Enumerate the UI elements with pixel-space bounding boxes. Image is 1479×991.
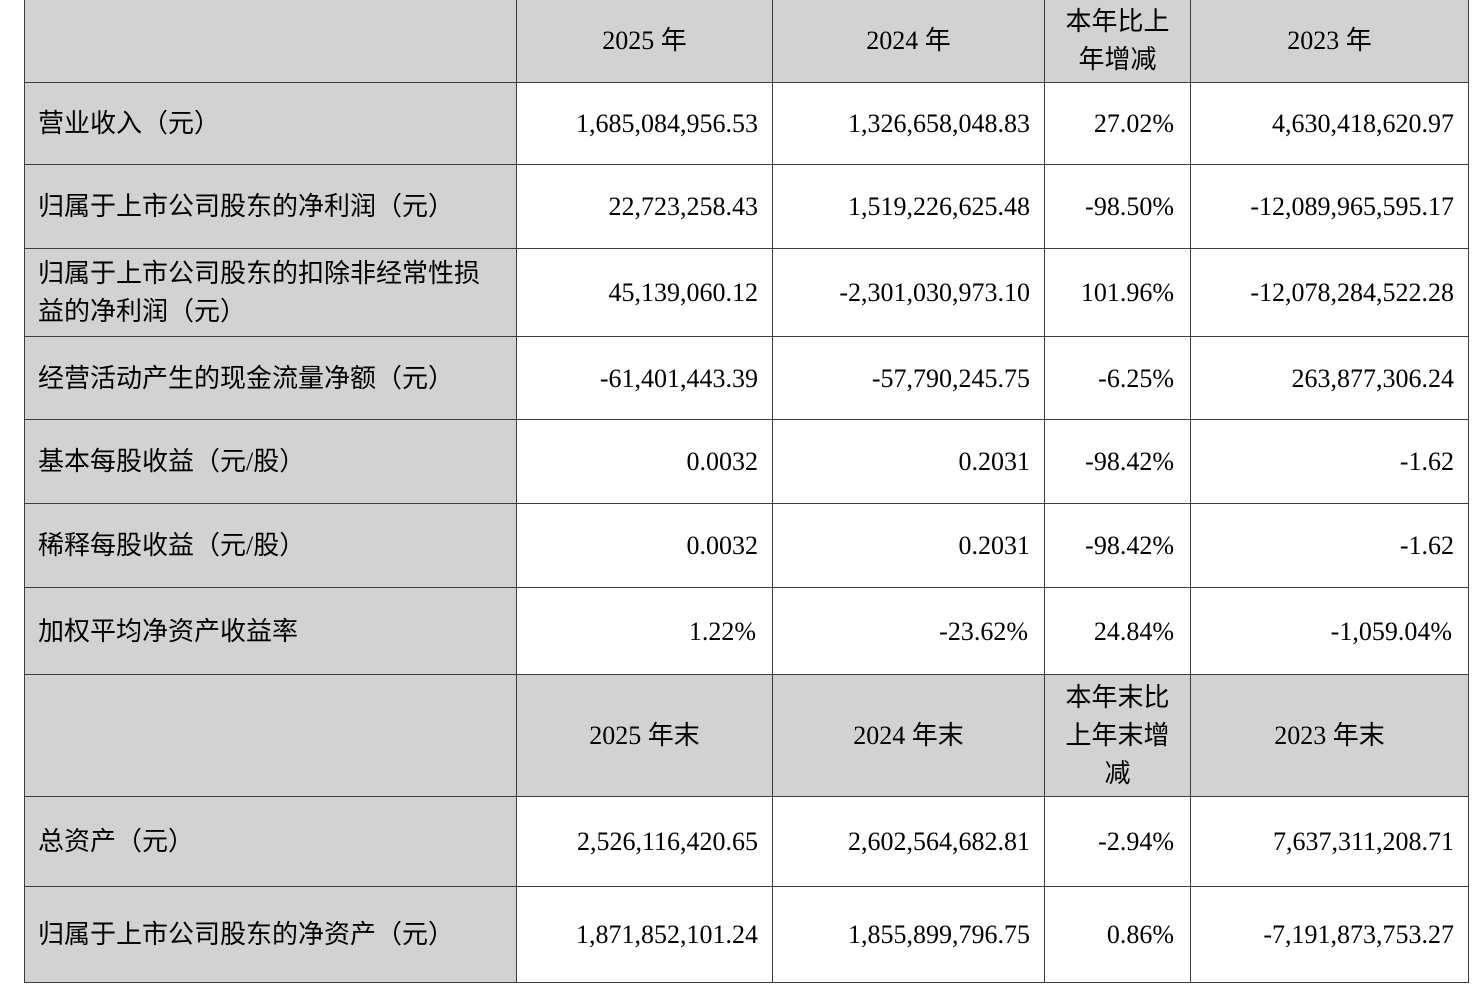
value-2023: -1.62 bbox=[1190, 503, 1469, 589]
value-2025: 0.0032 bbox=[516, 419, 773, 505]
table-row-operating-cash-flow: 经营活动产生的现金流量净额（元） -61,401,443.39 -57,790,… bbox=[24, 336, 1469, 421]
row-label: 归属于上市公司股东的净利润（元） bbox=[24, 164, 517, 250]
value-2025: 2,526,116,420.65 bbox=[516, 796, 773, 888]
column-header-2025-end: 2025 年末 bbox=[516, 674, 773, 798]
row-label: 归属于上市公司股东的净资产（元） bbox=[24, 886, 517, 984]
value-change: -98.50% bbox=[1044, 164, 1191, 250]
row-label: 归属于上市公司股东的扣除非经常性损益的净利润（元） bbox=[24, 248, 517, 338]
value-2023: 7,637,311,208.71 bbox=[1190, 796, 1469, 888]
value-change: -98.42% bbox=[1044, 419, 1191, 505]
table-row-basic-eps: 基本每股收益（元/股） 0.0032 0.2031 -98.42% -1.62 bbox=[24, 419, 1469, 505]
corner-cell bbox=[24, 674, 517, 798]
table-row-net-assets: 归属于上市公司股东的净资产（元） 1,871,852,101.24 1,855,… bbox=[24, 886, 1469, 984]
value-2024: 1,855,899,796.75 bbox=[772, 886, 1045, 984]
value-2025: 1.22% bbox=[516, 587, 773, 676]
row-label: 经营活动产生的现金流量净额（元） bbox=[24, 336, 517, 421]
value-2023: -12,089,965,595.17 bbox=[1190, 164, 1469, 250]
value-change: 101.96% bbox=[1044, 248, 1191, 338]
value-2024: -23.62% bbox=[772, 587, 1045, 676]
value-2024: -57,790,245.75 bbox=[772, 336, 1045, 421]
value-2025: -61,401,443.39 bbox=[516, 336, 773, 421]
row-label: 基本每股收益（元/股） bbox=[24, 419, 517, 505]
row-label: 稀释每股收益（元/股） bbox=[24, 503, 517, 589]
column-header-2023: 2023 年 bbox=[1190, 0, 1469, 84]
column-header-2024: 2024 年 bbox=[772, 0, 1045, 84]
value-2025: 0.0032 bbox=[516, 503, 773, 589]
table-row-weighted-roe: 加权平均净资产收益率 1.22% -23.62% 24.84% -1,059.0… bbox=[24, 587, 1469, 676]
key-financials-table: 2025 年 2024 年 本年比上年增减 2023 年 营业收入（元） 1,6… bbox=[24, 0, 1469, 984]
value-2025: 1,871,852,101.24 bbox=[516, 886, 773, 984]
value-2024: 2,602,564,682.81 bbox=[772, 796, 1045, 888]
column-header-change: 本年比上年增减 bbox=[1044, 0, 1191, 84]
value-change: 27.02% bbox=[1044, 82, 1191, 166]
table-row-diluted-eps: 稀释每股收益（元/股） 0.0032 0.2031 -98.42% -1.62 bbox=[24, 503, 1469, 589]
value-change: -6.25% bbox=[1044, 336, 1191, 421]
value-2023: -1.62 bbox=[1190, 419, 1469, 505]
value-change: 0.86% bbox=[1044, 886, 1191, 984]
value-change: 24.84% bbox=[1044, 587, 1191, 676]
row-label: 加权平均净资产收益率 bbox=[24, 587, 517, 676]
value-2025: 45,139,060.12 bbox=[516, 248, 773, 338]
value-2024: 1,519,226,625.48 bbox=[772, 164, 1045, 250]
value-2024: -2,301,030,973.10 bbox=[772, 248, 1045, 338]
value-2023: 263,877,306.24 bbox=[1190, 336, 1469, 421]
table-row-net-profit-deducted: 归属于上市公司股东的扣除非经常性损益的净利润（元） 45,139,060.12 … bbox=[24, 248, 1469, 338]
column-header-2023-end: 2023 年末 bbox=[1190, 674, 1469, 798]
corner-cell bbox=[24, 0, 517, 84]
value-2025: 1,685,084,956.53 bbox=[516, 82, 773, 166]
row-label: 总资产（元） bbox=[24, 796, 517, 888]
table-row-net-profit: 归属于上市公司股东的净利润（元） 22,723,258.43 1,519,226… bbox=[24, 164, 1469, 250]
table-row-revenue: 营业收入（元） 1,685,084,956.53 1,326,658,048.8… bbox=[24, 82, 1469, 166]
value-2025: 22,723,258.43 bbox=[516, 164, 773, 250]
value-change: -98.42% bbox=[1044, 503, 1191, 589]
endpoint-header-row: 2025 年末 2024 年末 本年末比上年末增减 2023 年末 bbox=[24, 674, 1469, 798]
column-header-2025: 2025 年 bbox=[516, 0, 773, 84]
table-row-total-assets: 总资产（元） 2,526,116,420.65 2,602,564,682.81… bbox=[24, 796, 1469, 888]
value-2023: 4,630,418,620.97 bbox=[1190, 82, 1469, 166]
value-2024: 0.2031 bbox=[772, 419, 1045, 505]
value-2024: 0.2031 bbox=[772, 503, 1045, 589]
period-header-row: 2025 年 2024 年 本年比上年增减 2023 年 bbox=[24, 0, 1469, 84]
column-header-2024-end: 2024 年末 bbox=[772, 674, 1045, 798]
value-2023: -7,191,873,753.27 bbox=[1190, 886, 1469, 984]
value-change: -2.94% bbox=[1044, 796, 1191, 888]
value-2024: 1,326,658,048.83 bbox=[772, 82, 1045, 166]
value-2023: -1,059.04% bbox=[1190, 587, 1469, 676]
row-label: 营业收入（元） bbox=[24, 82, 517, 166]
value-2023: -12,078,284,522.28 bbox=[1190, 248, 1469, 338]
column-header-end-change: 本年末比上年末增减 bbox=[1044, 674, 1191, 798]
